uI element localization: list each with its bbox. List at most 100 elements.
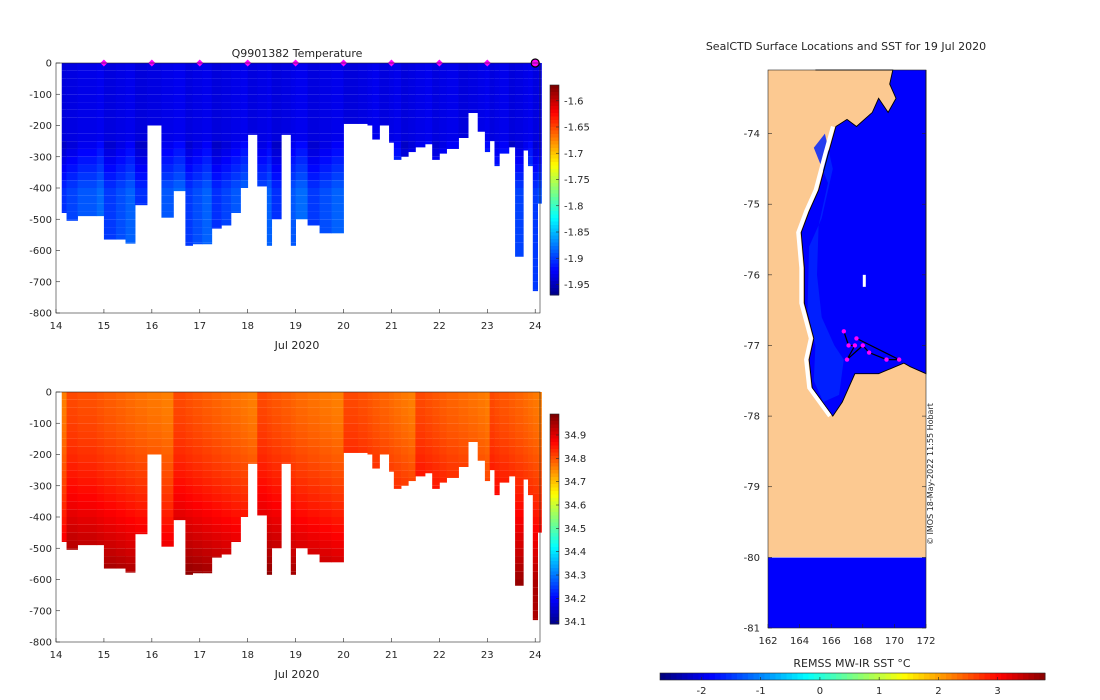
profile-cell <box>266 517 273 525</box>
profile-cell <box>515 141 524 149</box>
profile-column <box>61 63 67 213</box>
profile-cell <box>508 438 516 447</box>
profile-cell <box>515 454 524 463</box>
y-tick-label: -400 <box>29 513 52 524</box>
colorbar-cell <box>550 102 559 107</box>
profile-cell <box>307 94 320 103</box>
profile-cell <box>494 70 500 79</box>
profile-column <box>439 392 447 483</box>
profile-cell <box>439 148 447 154</box>
profile-cell <box>307 125 320 134</box>
profile-cell <box>211 94 222 103</box>
profile-cell <box>389 117 395 126</box>
profile-cell <box>532 399 538 408</box>
profile-cell <box>185 571 193 575</box>
profile-cell <box>357 86 368 95</box>
profile-cell <box>458 415 469 424</box>
profile-cell <box>295 517 308 525</box>
profile-cell <box>307 399 320 408</box>
temperature-panel: 14 15 16 17 18 19 20 21 22 23 240-100-200-300-400-… <box>29 47 590 352</box>
profile-cell <box>319 63 332 71</box>
colorbar-cell <box>550 463 559 467</box>
profile-cell <box>211 532 222 541</box>
profile-cell <box>96 454 105 463</box>
profile-cell <box>468 102 479 110</box>
profile-cell <box>202 195 213 204</box>
profile-cell <box>401 94 409 103</box>
profile-cell <box>484 102 491 110</box>
profile-cell <box>77 438 98 447</box>
profile-column <box>494 63 500 167</box>
sst-colorbar-cell <box>764 673 771 680</box>
profile-column <box>257 392 268 516</box>
colorbar-cell <box>550 127 559 131</box>
profile-cell <box>115 548 126 557</box>
profile-cell <box>103 438 117 447</box>
profile-cell <box>211 470 222 478</box>
profile-cell <box>408 431 416 439</box>
profile-cell <box>230 70 241 79</box>
sst-colorbar-cell <box>995 673 1002 680</box>
profile-cell <box>532 571 538 580</box>
profile-cell <box>266 86 273 95</box>
profile-cell <box>393 78 402 87</box>
profile-cell <box>432 399 440 408</box>
profile-cell <box>515 563 524 572</box>
profile-cell <box>281 423 292 432</box>
colorbar-cell <box>550 617 559 621</box>
sst-colorbar-label: REMSS MW-IR SST °C <box>793 657 911 670</box>
profile-cell <box>230 156 241 165</box>
profile-cell <box>393 454 402 463</box>
profile-column <box>477 392 486 461</box>
profile-cell <box>290 438 296 447</box>
profile-cell <box>103 203 117 212</box>
profile-cell <box>271 399 282 408</box>
profile-cell <box>468 63 479 71</box>
temperature-heatmap <box>61 58 542 292</box>
profile-cell <box>389 392 395 400</box>
profile-cell <box>532 125 538 134</box>
profile-cell <box>393 415 402 424</box>
profile-cell <box>331 156 344 165</box>
profile-cell <box>379 407 390 416</box>
profile-cell <box>499 446 510 455</box>
profile-cell <box>290 477 296 486</box>
colorbar-tick-label: 34.2 <box>564 594 586 605</box>
profile-cell <box>499 454 510 463</box>
profile-cell <box>135 180 148 188</box>
profile-cell <box>125 109 136 118</box>
profile-cell <box>240 392 249 400</box>
profile-cell <box>257 148 268 157</box>
profile-cell <box>125 415 136 424</box>
profile-cell <box>61 501 67 510</box>
profile-cell <box>532 148 538 157</box>
profile-cell <box>230 172 241 181</box>
profile-cell <box>494 423 500 432</box>
profile-cell <box>319 524 332 533</box>
profile-cell <box>266 203 273 212</box>
profile-cell <box>192 125 203 134</box>
profile-cell <box>295 195 308 204</box>
profile-cell <box>115 392 126 400</box>
profile-cell <box>331 219 344 228</box>
profile-column <box>508 63 516 148</box>
profile-cell <box>528 462 534 471</box>
profile-cell <box>221 438 232 447</box>
profile-cell <box>477 399 486 408</box>
colorbar-cell <box>550 582 559 586</box>
colorbar-cell <box>550 99 559 103</box>
profile-cell <box>271 133 282 142</box>
profile-cell <box>295 392 308 400</box>
profile-cell <box>290 188 296 196</box>
profile-cell <box>257 86 268 95</box>
profile-cell <box>185 109 193 118</box>
profile-cell <box>281 462 292 464</box>
profile-cell <box>247 399 258 408</box>
profile-cell <box>432 415 440 424</box>
profile-column <box>489 63 495 142</box>
profile-cell <box>266 509 273 517</box>
profile-cell <box>367 415 373 424</box>
profile-cell <box>147 70 162 79</box>
x-tick-label: 15 <box>98 321 111 332</box>
profile-cell <box>77 86 98 95</box>
